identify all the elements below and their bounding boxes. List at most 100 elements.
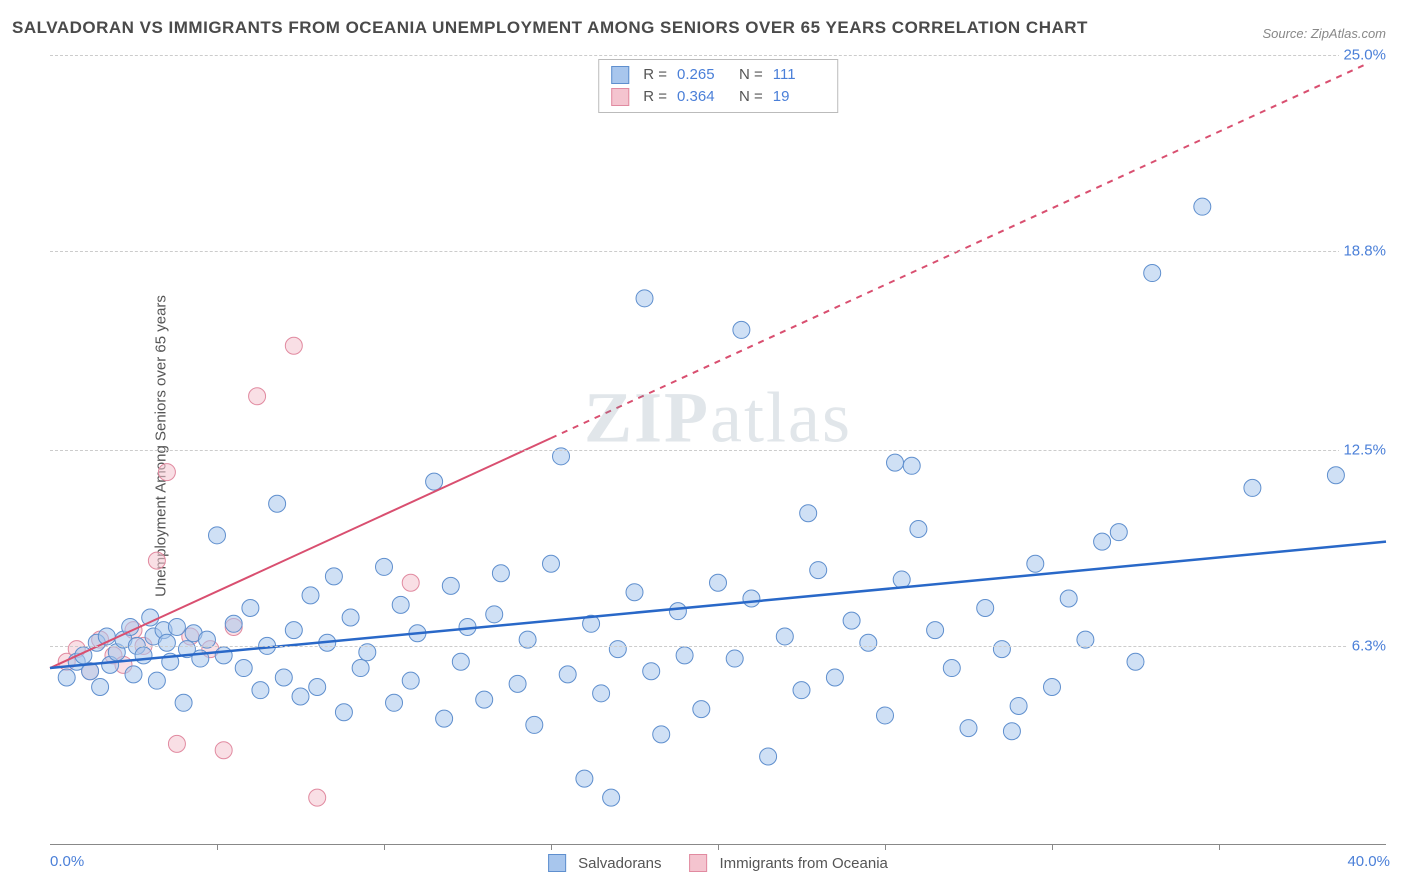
data-point [800,505,817,522]
legend-label: Salvadorans [578,855,661,872]
x-tick [1052,844,1053,850]
legend-row-series-1: R = 0.265 N = 111 [611,64,825,86]
x-tick [551,844,552,850]
y-tick-label: 25.0% [1339,47,1390,64]
y-tick-label: 6.3% [1348,637,1390,654]
data-point [1010,697,1027,714]
data-point [509,675,526,692]
x-tick [718,844,719,850]
data-point [142,609,159,626]
data-point [1127,653,1144,670]
legend-n-label: N = [739,86,763,108]
chart-title: SALVADORAN VS IMMIGRANTS FROM OCEANIA UN… [12,18,1088,38]
data-point [810,562,827,579]
data-point [743,590,760,607]
data-point [1194,198,1211,215]
data-point [225,615,242,632]
data-point [653,726,670,743]
data-point [309,789,326,806]
data-point [486,606,503,623]
swatch-icon [611,88,629,106]
data-point [943,660,960,677]
data-point [292,688,309,705]
correlation-legend: R = 0.265 N = 111 R = 0.364 N = 19 [598,59,838,113]
data-point [1144,265,1161,282]
data-point [593,685,610,702]
data-point [442,577,459,594]
data-point [125,666,142,683]
data-point [58,669,75,686]
legend-r-label: R = [643,86,667,108]
data-point [1327,467,1344,484]
source-attribution: Source: ZipAtlas.com [1262,26,1386,41]
data-point [252,682,269,699]
data-point [209,527,226,544]
legend-label: Immigrants from Oceania [720,855,888,872]
data-point [148,672,165,689]
data-point [309,679,326,696]
data-point [910,521,927,538]
legend-n-value: 19 [773,86,825,108]
data-point [526,716,543,733]
data-point [543,555,560,572]
data-point [793,682,810,699]
data-point [887,454,904,471]
x-tick [1219,844,1220,850]
data-point [135,647,152,664]
data-point [476,691,493,708]
plot-area: R = 0.265 N = 111 R = 0.364 N = 19 ZIPat… [50,55,1386,845]
data-point [342,609,359,626]
x-tick [384,844,385,850]
data-point [1044,679,1061,696]
gridline [50,55,1386,56]
data-point [352,660,369,677]
data-point [1094,533,1111,550]
data-point [452,653,469,670]
gridline [50,646,1386,647]
data-point [1110,524,1127,541]
data-point [903,457,920,474]
x-tick [217,844,218,850]
data-point [436,710,453,727]
data-point [242,600,259,617]
x-axis-min-label: 0.0% [50,853,84,870]
data-point [1244,479,1261,496]
data-point [893,571,910,588]
data-point [603,789,620,806]
data-point [386,694,403,711]
data-point [636,290,653,307]
data-point [302,587,319,604]
data-point [609,641,626,658]
data-point [776,628,793,645]
data-point [576,770,593,787]
y-tick-label: 12.5% [1339,442,1390,459]
swatch-icon [611,66,629,84]
data-point [285,337,302,354]
data-point [92,679,109,696]
data-point [158,634,175,651]
data-point [215,647,232,664]
data-point [977,600,994,617]
data-point [168,735,185,752]
data-point [492,565,509,582]
data-point [376,558,393,575]
legend-r-value: 0.265 [677,64,729,86]
data-point [215,742,232,759]
series-legend: Salvadorans Immigrants from Oceania [548,854,888,872]
data-point [426,473,443,490]
legend-n-value: 111 [773,64,825,86]
swatch-icon [690,854,708,872]
data-point [693,701,710,718]
data-point [402,672,419,689]
data-point [643,663,660,680]
data-point [733,321,750,338]
data-point [626,584,643,601]
data-point [559,666,576,683]
data-point [148,552,165,569]
data-point [877,707,894,724]
data-point [285,622,302,639]
data-point [392,596,409,613]
legend-r-label: R = [643,64,667,86]
y-tick-label: 18.8% [1339,242,1390,259]
data-point [960,720,977,737]
